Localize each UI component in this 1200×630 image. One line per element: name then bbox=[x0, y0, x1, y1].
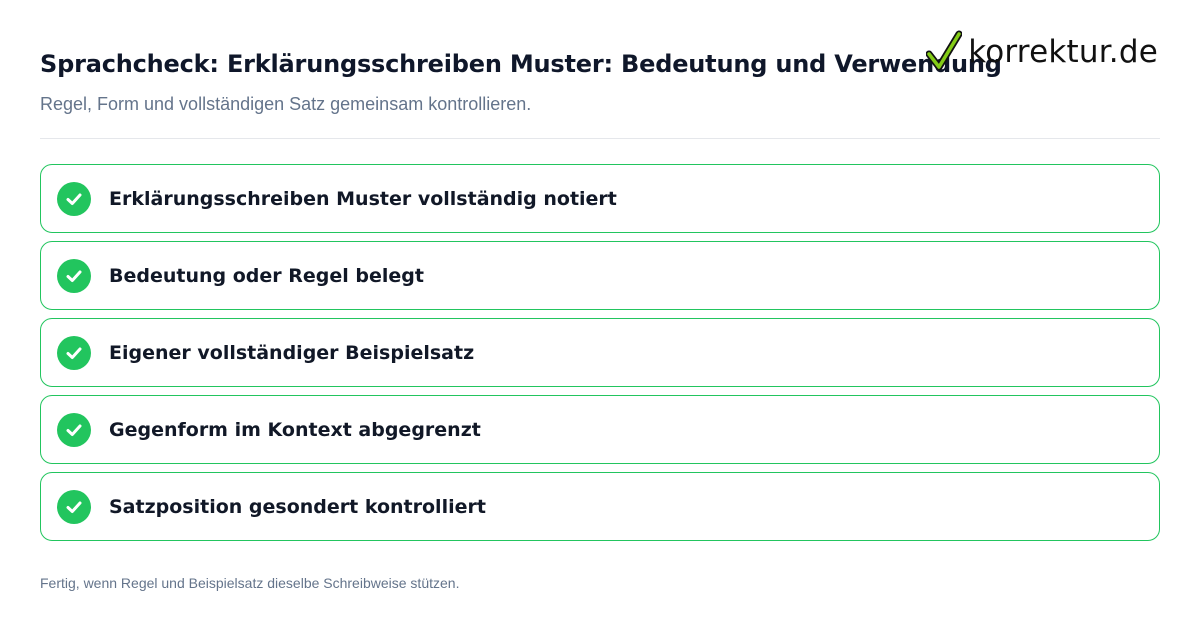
check-circle-icon bbox=[57, 258, 91, 293]
checklist-item-label: Gegenform im Kontext abgegrenzt bbox=[109, 418, 481, 441]
check-circle-icon bbox=[57, 489, 91, 524]
checklist-item: Gegenform im Kontext abgegrenzt bbox=[40, 395, 1160, 464]
check-circle-icon bbox=[57, 335, 91, 370]
checkmark-icon bbox=[926, 30, 963, 71]
checklist-item: Bedeutung oder Regel belegt bbox=[40, 241, 1160, 310]
checklist-item: Satzposition gesondert kontrolliert bbox=[40, 472, 1160, 541]
brand-logo[interactable]: korrektur.de bbox=[926, 30, 1158, 74]
checklist-item: Erklärungsschreiben Muster vollständig n… bbox=[40, 164, 1160, 233]
checklist: Erklärungsschreiben Muster vollständig n… bbox=[40, 164, 1160, 549]
header: Sprachcheck: Erklärungsschreiben Muster:… bbox=[40, 44, 1160, 114]
check-circle-icon bbox=[57, 412, 91, 447]
footer-note: Fertig, wenn Regel und Beispielsatz dies… bbox=[40, 575, 460, 591]
checklist-item: Eigener vollständiger Beispielsatz bbox=[40, 318, 1160, 387]
checklist-item-label: Eigener vollständiger Beispielsatz bbox=[109, 341, 475, 364]
page-title: Sprachcheck: Erklärungsschreiben Muster:… bbox=[40, 50, 1002, 78]
checklist-item-label: Bedeutung oder Regel belegt bbox=[109, 264, 424, 287]
header-divider bbox=[40, 138, 1160, 139]
checklist-item-label: Erklärungsschreiben Muster vollständig n… bbox=[109, 187, 617, 210]
check-circle-icon bbox=[57, 181, 91, 216]
page-subtitle: Regel, Form und vollständigen Satz gemei… bbox=[40, 94, 532, 114]
logo-text: korrektur.de bbox=[968, 34, 1158, 70]
checklist-item-label: Satzposition gesondert kontrolliert bbox=[109, 495, 486, 518]
